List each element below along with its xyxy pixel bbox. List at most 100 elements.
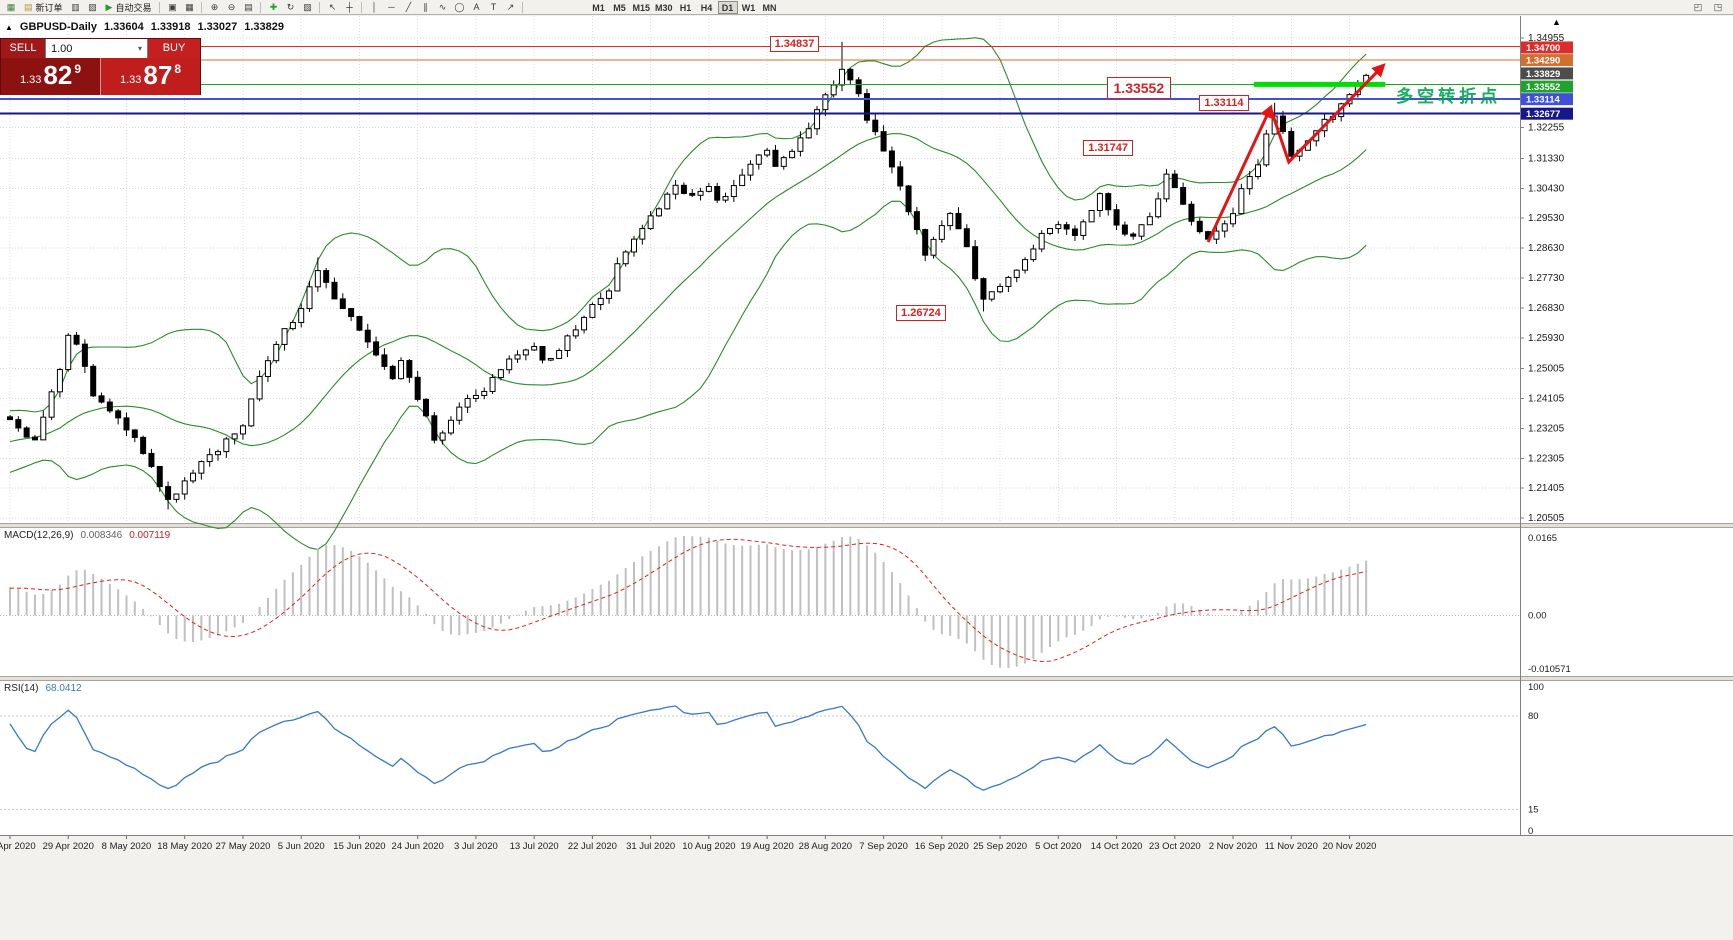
toolbar-right-group: ◰ ◳: [1690, 1, 1730, 14]
sell-price-pipette: 9: [74, 62, 82, 76]
templates-icon: ▨: [303, 1, 312, 12]
trendline-icon[interactable]: ╱: [400, 1, 416, 14]
toolbar-separator: [361, 1, 363, 13]
text-label-icon[interactable]: T: [485, 1, 501, 14]
rsi-title: RSI(14): [4, 683, 39, 694]
auto-arrange-icon: ▤: [244, 1, 253, 12]
price-callout[interactable]: 1.26724: [896, 304, 946, 321]
trade-panel-toggle-icon[interactable]: ▲: [5, 22, 13, 32]
timeframe-w1-button[interactable]: W1: [741, 2, 756, 13]
vertical-line-icon[interactable]: │: [366, 1, 382, 14]
cascade-windows-icon[interactable]: ▣: [164, 1, 180, 14]
symbol-period-label: GBPUSD-Daily: [19, 21, 97, 33]
time-axis-strip: [0, 835, 1733, 940]
price-chart-panel[interactable]: [0, 16, 1733, 523]
macd-signal-value: 0.007119: [129, 530, 171, 541]
arrow-object-icon: ↗: [506, 1, 515, 12]
rsi-value: 68.0412: [45, 683, 82, 694]
indicators-add-icon[interactable]: ✚: [265, 1, 281, 14]
timeframe-m30-button[interactable]: M30: [654, 2, 673, 13]
buy-price-prefix: 1.33: [119, 74, 142, 86]
timeframe-mn-button[interactable]: MN: [762, 2, 777, 13]
tile-windows-icon: ▦: [185, 1, 194, 12]
fibonacci-icon: ∿: [438, 1, 447, 12]
crosshair-icon: ┼: [346, 1, 353, 12]
ohlc-high: 1.33918: [150, 21, 191, 33]
toolbar: ▦ ▤ 新订单 ▥ ▧ ▶ 自动交易 ▣ ▦ ⊕ ⊖ ▤ ✚ ↻ ▨ ↖ ┼ │ ─ ╱ ∥ ∿ ◯ A T ↗ M1 M5 M15 M3…: [0, 0, 1733, 15]
rsi-indicator-label: RSI(14) 68.0412: [4, 683, 82, 694]
crosshair-icon[interactable]: ┼: [341, 1, 357, 14]
toolbar-separator: [201, 1, 203, 13]
horizontal-line-icon[interactable]: ─: [383, 1, 399, 14]
toolbar-spacer: [527, 7, 587, 8]
period-refresh-icon[interactable]: ↻: [282, 1, 298, 14]
channel-icon[interactable]: ∥: [417, 1, 433, 14]
macd-main-value: 0.008346: [80, 530, 123, 541]
buy-price-pips: 87: [143, 60, 173, 90]
profiles-icon: ▧: [88, 1, 97, 12]
auto-trading-button: ▶: [105, 1, 113, 12]
macd-title: MACD(12,26,9): [4, 530, 74, 541]
panel-splitter[interactable]: [0, 676, 1733, 681]
auto-arrange-icon[interactable]: ▤: [240, 1, 256, 14]
templates-icon[interactable]: ▨: [299, 1, 315, 14]
zoom-out-icon: ⊖: [227, 1, 236, 12]
vertical-line-icon: │: [371, 1, 378, 12]
price-callout[interactable]: 1.33552: [1106, 77, 1172, 99]
zoom-in-icon[interactable]: ⊕: [206, 1, 222, 14]
timeframe-m15-button[interactable]: M15: [632, 2, 650, 13]
buy-price-pipette: 8: [174, 62, 182, 76]
zoom-in-icon: ⊕: [210, 1, 219, 12]
text-label-icon: T: [490, 1, 497, 12]
indicators-add-icon: ✚: [269, 1, 278, 12]
text-icon: A: [473, 1, 480, 12]
timeframe-h1-button[interactable]: H1: [679, 2, 692, 13]
period-refresh-icon: ↻: [286, 1, 295, 12]
timeframe-h4-button[interactable]: H4: [700, 2, 713, 13]
ellipse-icon: ◯: [454, 1, 465, 12]
new-chart-icon[interactable]: ▦: [3, 1, 19, 14]
buy-button[interactable]: BUY: [148, 39, 200, 58]
panel-splitter[interactable]: [0, 523, 1733, 528]
new-order-button[interactable]: ▤ 新订单: [20, 1, 67, 14]
text-icon[interactable]: A: [468, 1, 484, 14]
fullscreen-icon[interactable]: ◰: [1693, 1, 1703, 12]
profiles-icon[interactable]: ▧: [85, 1, 101, 14]
sell-button[interactable]: SELL: [1, 39, 45, 58]
rsi-panel[interactable]: [0, 681, 1733, 835]
toolbar-separator: [159, 1, 161, 13]
new-order-button-label: 新订单: [35, 2, 63, 13]
docking-icon[interactable]: ◳: [1713, 1, 1723, 12]
ohlc-low: 1.33027: [197, 21, 238, 33]
ohlc-open: 1.33604: [103, 21, 144, 33]
price-callout[interactable]: 1.33114: [1199, 94, 1249, 111]
cascade-windows-icon: ▣: [168, 1, 177, 12]
chart-title: ▲ GBPUSD-Daily 1.33604 1.33918 1.33027 1…: [5, 21, 284, 33]
toolbar-separator: [522, 1, 524, 13]
fibonacci-icon[interactable]: ∿: [434, 1, 450, 14]
toolbar-separator: [260, 1, 262, 13]
auto-trading-button-label: 自动交易: [115, 2, 152, 13]
buy-price-button[interactable]: 1.33 87 8: [101, 58, 200, 95]
cursor-icon[interactable]: ↖: [324, 1, 340, 14]
timeframe-d1-button[interactable]: D1: [717, 0, 738, 14]
chart-windows-icon[interactable]: ▥: [68, 1, 84, 14]
lot-size-input[interactable]: 1.00 ▾: [45, 39, 148, 58]
sell-price-pips: 82: [43, 60, 73, 90]
tile-windows-icon[interactable]: ▦: [181, 1, 197, 14]
sell-price-prefix: 1.33: [19, 74, 42, 86]
sell-price-button[interactable]: 1.33 82 9: [1, 58, 101, 95]
lot-dropdown-icon[interactable]: ▾: [137, 44, 142, 53]
zoom-out-icon[interactable]: ⊖: [223, 1, 239, 14]
new-chart-icon: ▦: [6, 1, 16, 12]
channel-icon: ∥: [423, 1, 428, 12]
ellipse-icon[interactable]: ◯: [451, 1, 467, 14]
auto-trading-button[interactable]: ▶ 自动交易: [102, 1, 156, 14]
horizontal-line-icon: ─: [388, 1, 395, 12]
timeframe-m5-button[interactable]: M5: [613, 2, 626, 13]
price-callout[interactable]: 1.31747: [1083, 139, 1133, 156]
price-callout[interactable]: 1.34837: [769, 35, 820, 52]
macd-panel[interactable]: [0, 528, 1733, 676]
timeframe-m1-button[interactable]: M1: [592, 2, 605, 13]
arrow-object-icon[interactable]: ↗: [502, 1, 518, 14]
